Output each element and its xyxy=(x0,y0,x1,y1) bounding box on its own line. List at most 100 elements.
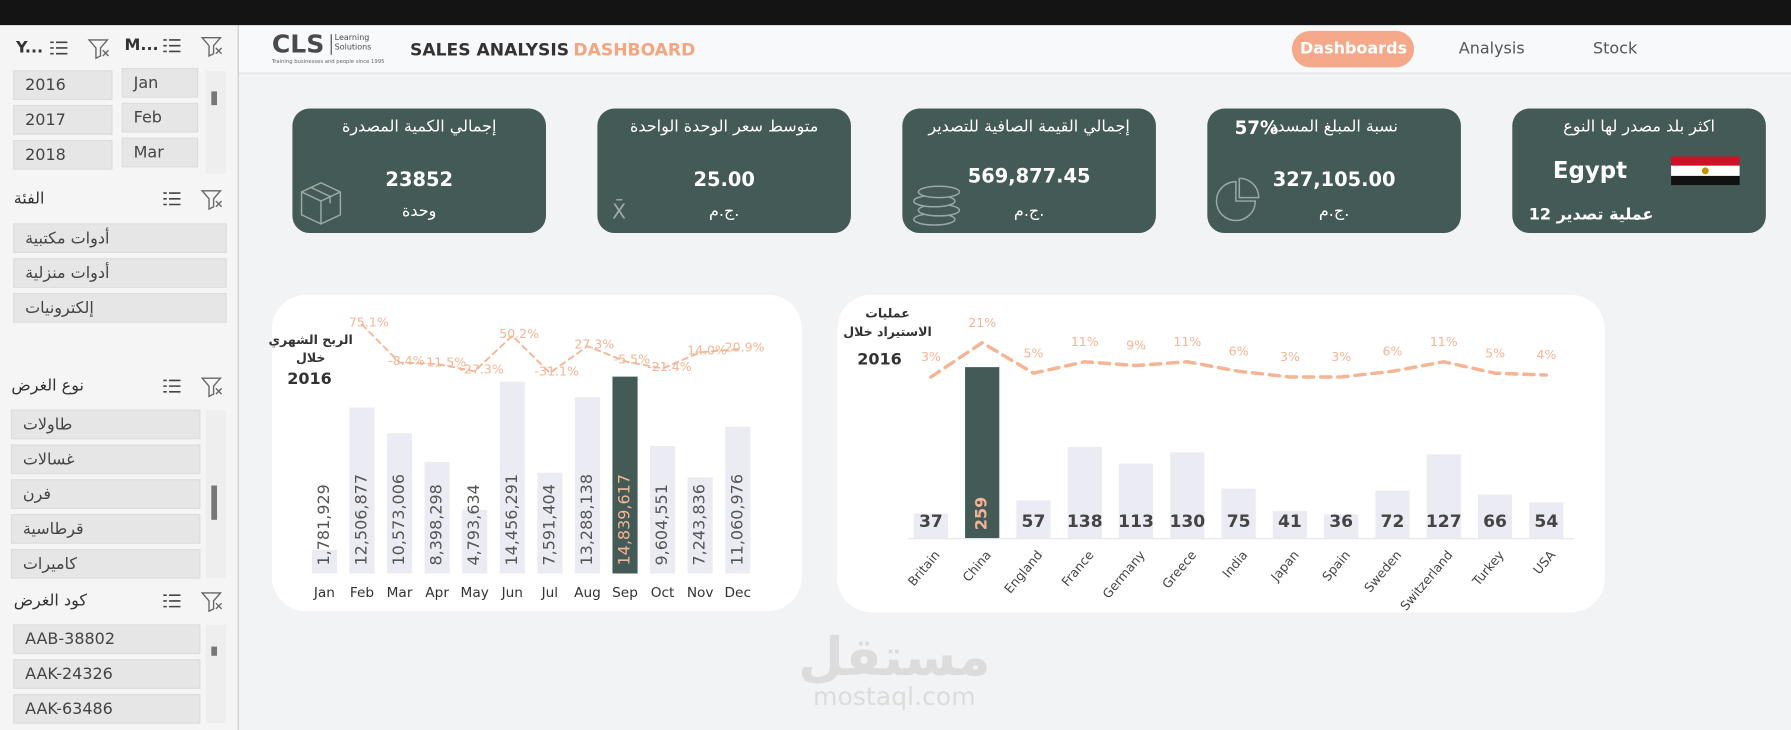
nav-active-pill[interactable] xyxy=(1291,30,1415,68)
slicer-item-label[interactable]: AAK-24326 xyxy=(25,664,113,683)
bar-value-label: 37 xyxy=(919,512,943,532)
slicer-item[interactable] xyxy=(121,102,199,133)
slicer-item-label[interactable]: قرطاسية xyxy=(23,519,84,539)
kpi-value: Egypt xyxy=(1553,158,1627,184)
bar-value-label: 57 xyxy=(1022,512,1046,532)
bar-value-label: 14,839,617 xyxy=(615,474,634,566)
x-tick-label: May xyxy=(461,585,489,601)
slicer-item[interactable] xyxy=(10,444,201,475)
bar xyxy=(1221,488,1256,539)
slicer-item[interactable] xyxy=(13,258,227,288)
multi-select-icon[interactable] xyxy=(163,594,181,608)
slicer-item-label[interactable]: Mar xyxy=(134,143,165,162)
flag-red xyxy=(1671,156,1740,166)
slicer-item-label[interactable]: AAK-63486 xyxy=(25,699,113,718)
slicer-item-label[interactable]: فرن xyxy=(23,484,51,504)
bar-value-label: 113 xyxy=(1118,512,1154,532)
slicer-item[interactable] xyxy=(13,139,113,170)
slicer-item[interactable] xyxy=(13,694,201,724)
slicer-item-label[interactable]: غسالات xyxy=(23,449,75,468)
x-tick-label: Aug xyxy=(574,585,601,601)
clear-filter-icon[interactable] xyxy=(200,377,223,398)
slicer-item[interactable] xyxy=(10,548,201,579)
line-value-label: -5.5% xyxy=(614,352,650,367)
multi-select-icon[interactable] xyxy=(163,192,181,206)
bar-value-label: 12,506,877 xyxy=(351,474,370,566)
slicer-title: كود الغرض xyxy=(14,590,88,610)
slicer-item-label[interactable]: أدوات مكتبية xyxy=(25,227,109,248)
logo-name: Solutions xyxy=(335,42,372,51)
kpi-icon: X̄ xyxy=(612,199,626,224)
bar-value-label: 8,398,298 xyxy=(427,484,446,565)
slicer-item[interactable] xyxy=(13,105,113,135)
x-tick-label: Oct xyxy=(651,585,675,601)
bar xyxy=(1272,511,1308,539)
slicer-title: M... xyxy=(125,35,159,54)
clear-filter-icon[interactable] xyxy=(200,592,223,613)
slicer-item-label[interactable]: Feb xyxy=(134,108,162,127)
chart-title: خلال xyxy=(296,350,325,365)
clear-filter-icon[interactable] xyxy=(200,37,223,58)
bar xyxy=(424,462,450,574)
box-icon xyxy=(300,181,342,225)
bar-value-label: 127 xyxy=(1426,512,1462,532)
kpi-title: متوسط سعر الوحدة الواحدة xyxy=(630,116,818,136)
slicer-item-label[interactable]: طاولات xyxy=(23,414,72,434)
kpi-card xyxy=(292,108,546,234)
kpi-value: 25.00 xyxy=(693,168,754,191)
nav-item[interactable]: Analysis xyxy=(1459,39,1525,58)
clear-filter-icon[interactable] xyxy=(87,39,109,60)
slicer-item-label[interactable]: أدوات منزلية xyxy=(25,262,109,283)
slicer-item-label[interactable]: إلكترونيات xyxy=(25,298,94,318)
slicer-item[interactable] xyxy=(13,70,113,100)
multi-select-icon[interactable] xyxy=(163,39,181,53)
clear-filter-icon[interactable] xyxy=(200,190,223,211)
bar xyxy=(1324,514,1359,539)
bar xyxy=(311,549,337,574)
logo-mark: CLS xyxy=(272,30,325,59)
kpi-title: إجمالي الكمية المصدرة xyxy=(342,116,496,136)
bar xyxy=(499,381,525,574)
nav-item[interactable]: Dashboards xyxy=(1300,39,1407,58)
slicer-item-label[interactable]: Jan xyxy=(133,73,159,92)
x-tick-label: Feb xyxy=(350,585,374,601)
pie-icon xyxy=(1215,177,1260,222)
scrollbar-thumb[interactable] xyxy=(211,485,218,520)
slicer-item[interactable] xyxy=(121,67,199,98)
bar-value-label: 66 xyxy=(1483,512,1507,532)
bar-value-label: 11,060,976 xyxy=(727,474,746,566)
line-value-label: 27.3% xyxy=(574,337,614,352)
slicer-title: Y... xyxy=(15,37,43,56)
line-value-label: 11% xyxy=(1071,334,1099,349)
bar xyxy=(1426,454,1461,539)
slicer-item-label[interactable]: AAB-38802 xyxy=(25,629,115,648)
slicer-item[interactable] xyxy=(13,293,227,323)
flag-eagle xyxy=(1701,167,1709,175)
line-value-label: 21% xyxy=(968,315,996,330)
slicer-item[interactable] xyxy=(121,137,199,168)
slicer-item-label[interactable]: 2018 xyxy=(25,145,66,164)
scrollbar-thumb[interactable] xyxy=(211,91,218,106)
slicer-item[interactable] xyxy=(13,624,201,655)
logo-tagline: Training businesses and people since 199… xyxy=(271,59,385,65)
kpi-value: 569,877.45 xyxy=(968,165,1091,188)
kpi-value: 23852 xyxy=(385,168,453,191)
bar xyxy=(1016,500,1051,539)
slicer-item-label[interactable]: 2016 xyxy=(25,75,66,94)
multi-select-icon[interactable] xyxy=(50,41,68,55)
multi-select-icon[interactable] xyxy=(163,379,181,393)
slicer-item[interactable] xyxy=(10,514,201,544)
scrollbar-thumb[interactable] xyxy=(211,646,218,656)
bar xyxy=(965,367,1000,539)
nav-item[interactable]: Stock xyxy=(1593,39,1638,58)
slicer-item[interactable] xyxy=(13,223,227,254)
slicer-item[interactable] xyxy=(10,409,201,440)
bar xyxy=(612,376,638,574)
slicer-item[interactable] xyxy=(13,659,201,689)
slicer-item[interactable] xyxy=(10,479,201,509)
bar-value-label: 7,243,836 xyxy=(690,484,709,565)
slicer-item-label[interactable]: كاميرات xyxy=(23,554,78,574)
slicer-item-label[interactable]: 2017 xyxy=(25,110,66,129)
line-value-label: 5% xyxy=(1485,345,1505,360)
line-value-label: -21.4% xyxy=(647,359,691,374)
